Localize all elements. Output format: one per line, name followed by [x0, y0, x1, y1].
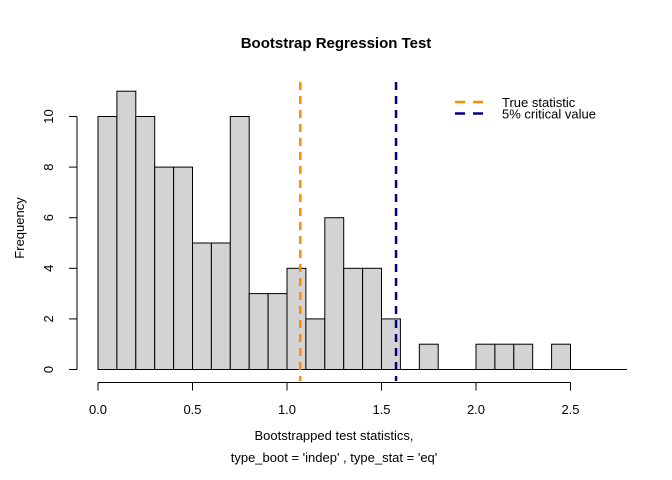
histogram-bar — [475, 343, 496, 371]
y-axis-label: Frequency — [12, 197, 27, 259]
x-axis-tick-label: 1.5 — [372, 402, 390, 417]
histogram-bar — [324, 217, 345, 370]
histogram-bar — [154, 166, 175, 370]
x-axis-label-line1: Bootstrapped test statistics, — [255, 428, 414, 443]
histogram-bar — [362, 267, 383, 370]
x-axis-label-line2: type_boot = 'indep' , type_stat = 'eq' — [231, 450, 438, 465]
legend-label-critical-value: 5% critical value — [502, 107, 596, 122]
histogram-bar — [173, 166, 194, 370]
x-axis-tick-label: 0.0 — [89, 402, 107, 417]
legend: True statistic 5% critical value — [455, 95, 596, 122]
histogram-bar — [135, 116, 156, 370]
x-axis-tick-label: 1.0 — [278, 402, 296, 417]
histogram-bar — [267, 293, 288, 371]
chart-title: Bootstrap Regression Test — [241, 35, 432, 52]
histogram-bar — [513, 343, 534, 371]
x-axis-tick-label: 0.5 — [183, 402, 201, 417]
y-axis-tick-label: 6 — [41, 214, 56, 221]
y-axis-tick-label: 8 — [41, 163, 56, 170]
y-axis-tick-label: 10 — [41, 109, 56, 123]
histogram-bar — [192, 242, 212, 370]
histogram-bar — [286, 267, 307, 370]
histogram-bar — [381, 318, 401, 370]
legend-label-true-statistic: True statistic — [502, 95, 576, 110]
histogram-bar — [551, 343, 571, 371]
histogram-bar — [418, 343, 439, 371]
y-axis-tick-label: 0 — [41, 366, 56, 373]
histogram-bar — [210, 242, 231, 370]
histogram-bar — [305, 318, 326, 370]
x-axis-tick-label: 2.5 — [561, 402, 579, 417]
y-axis-tick-label: 2 — [41, 315, 56, 322]
histogram-bar — [116, 90, 137, 370]
histogram-bar — [343, 267, 364, 370]
histogram-bar — [494, 343, 515, 371]
y-axis-tick-label: 4 — [41, 265, 56, 272]
x-axis-tick-label: 2.0 — [467, 402, 485, 417]
histogram-bar — [97, 116, 118, 370]
histogram-bar — [248, 293, 269, 371]
histogram-bar — [229, 116, 250, 370]
